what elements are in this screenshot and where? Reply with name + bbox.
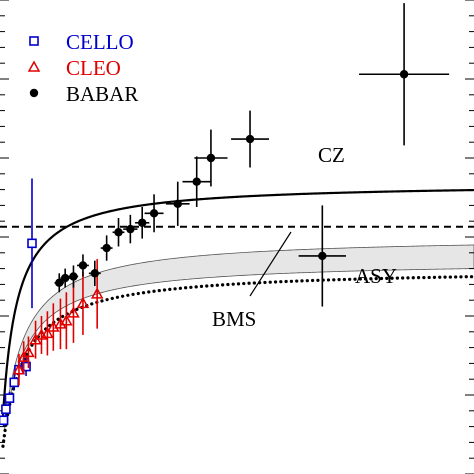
babar-data-point [90, 269, 100, 278]
cleo-data-point [22, 345, 35, 358]
annotation-asy: ASY [355, 264, 397, 288]
babar-data-point [192, 177, 201, 186]
cleo-data-point [12, 363, 26, 375]
cello-data-point [1, 404, 11, 415]
legend-label-cleo: CLEO [66, 56, 121, 80]
babar-data-point [318, 251, 327, 261]
babar-data-point [149, 209, 159, 218]
cello-data-point [9, 377, 20, 388]
babar-data-point [78, 261, 88, 270]
legend-marker-cleo [27, 60, 41, 72]
cleo-data-point [41, 326, 54, 339]
cello-data-point [27, 238, 37, 249]
cleo-data-point [60, 314, 73, 326]
babar-data-point [55, 278, 64, 288]
cleo-data-point [76, 296, 90, 309]
legend-marker-babar [29, 88, 39, 98]
cello-data-point [21, 361, 31, 372]
annotation-bms: BMS [212, 307, 256, 331]
babar-data-point [126, 224, 135, 234]
curve-bms-band [4, 244, 474, 430]
cello-data-point [0, 415, 9, 426]
annotations: CZ ASY BMS [212, 143, 397, 331]
babar-data-point [60, 273, 70, 283]
cleo-data-point [67, 306, 80, 318]
legend-label-cello: CELLO [66, 30, 134, 54]
bms-leader-line [249, 231, 292, 297]
babar-data-point [138, 218, 147, 227]
babar-data-point [114, 228, 123, 237]
babar-data-point [245, 134, 255, 144]
babar-data-point [173, 199, 182, 209]
annotation-cz: CZ [318, 143, 345, 167]
babar-data-point [102, 243, 111, 253]
cello-data-point [4, 393, 15, 403]
cleo-data-point [90, 287, 104, 299]
legend-label-babar: BABAR [66, 82, 138, 106]
babar-data-point [399, 70, 409, 79]
curve-cz [1, 188, 474, 416]
band-layer [4, 244, 474, 430]
data-points [0, 3, 450, 427]
babar-data-point [206, 153, 216, 163]
legend-marker-cello [29, 36, 39, 46]
babar-data-point [69, 272, 78, 281]
